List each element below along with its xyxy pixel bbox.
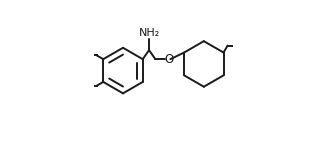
- Text: O: O: [164, 53, 173, 66]
- Text: NH₂: NH₂: [138, 28, 160, 38]
